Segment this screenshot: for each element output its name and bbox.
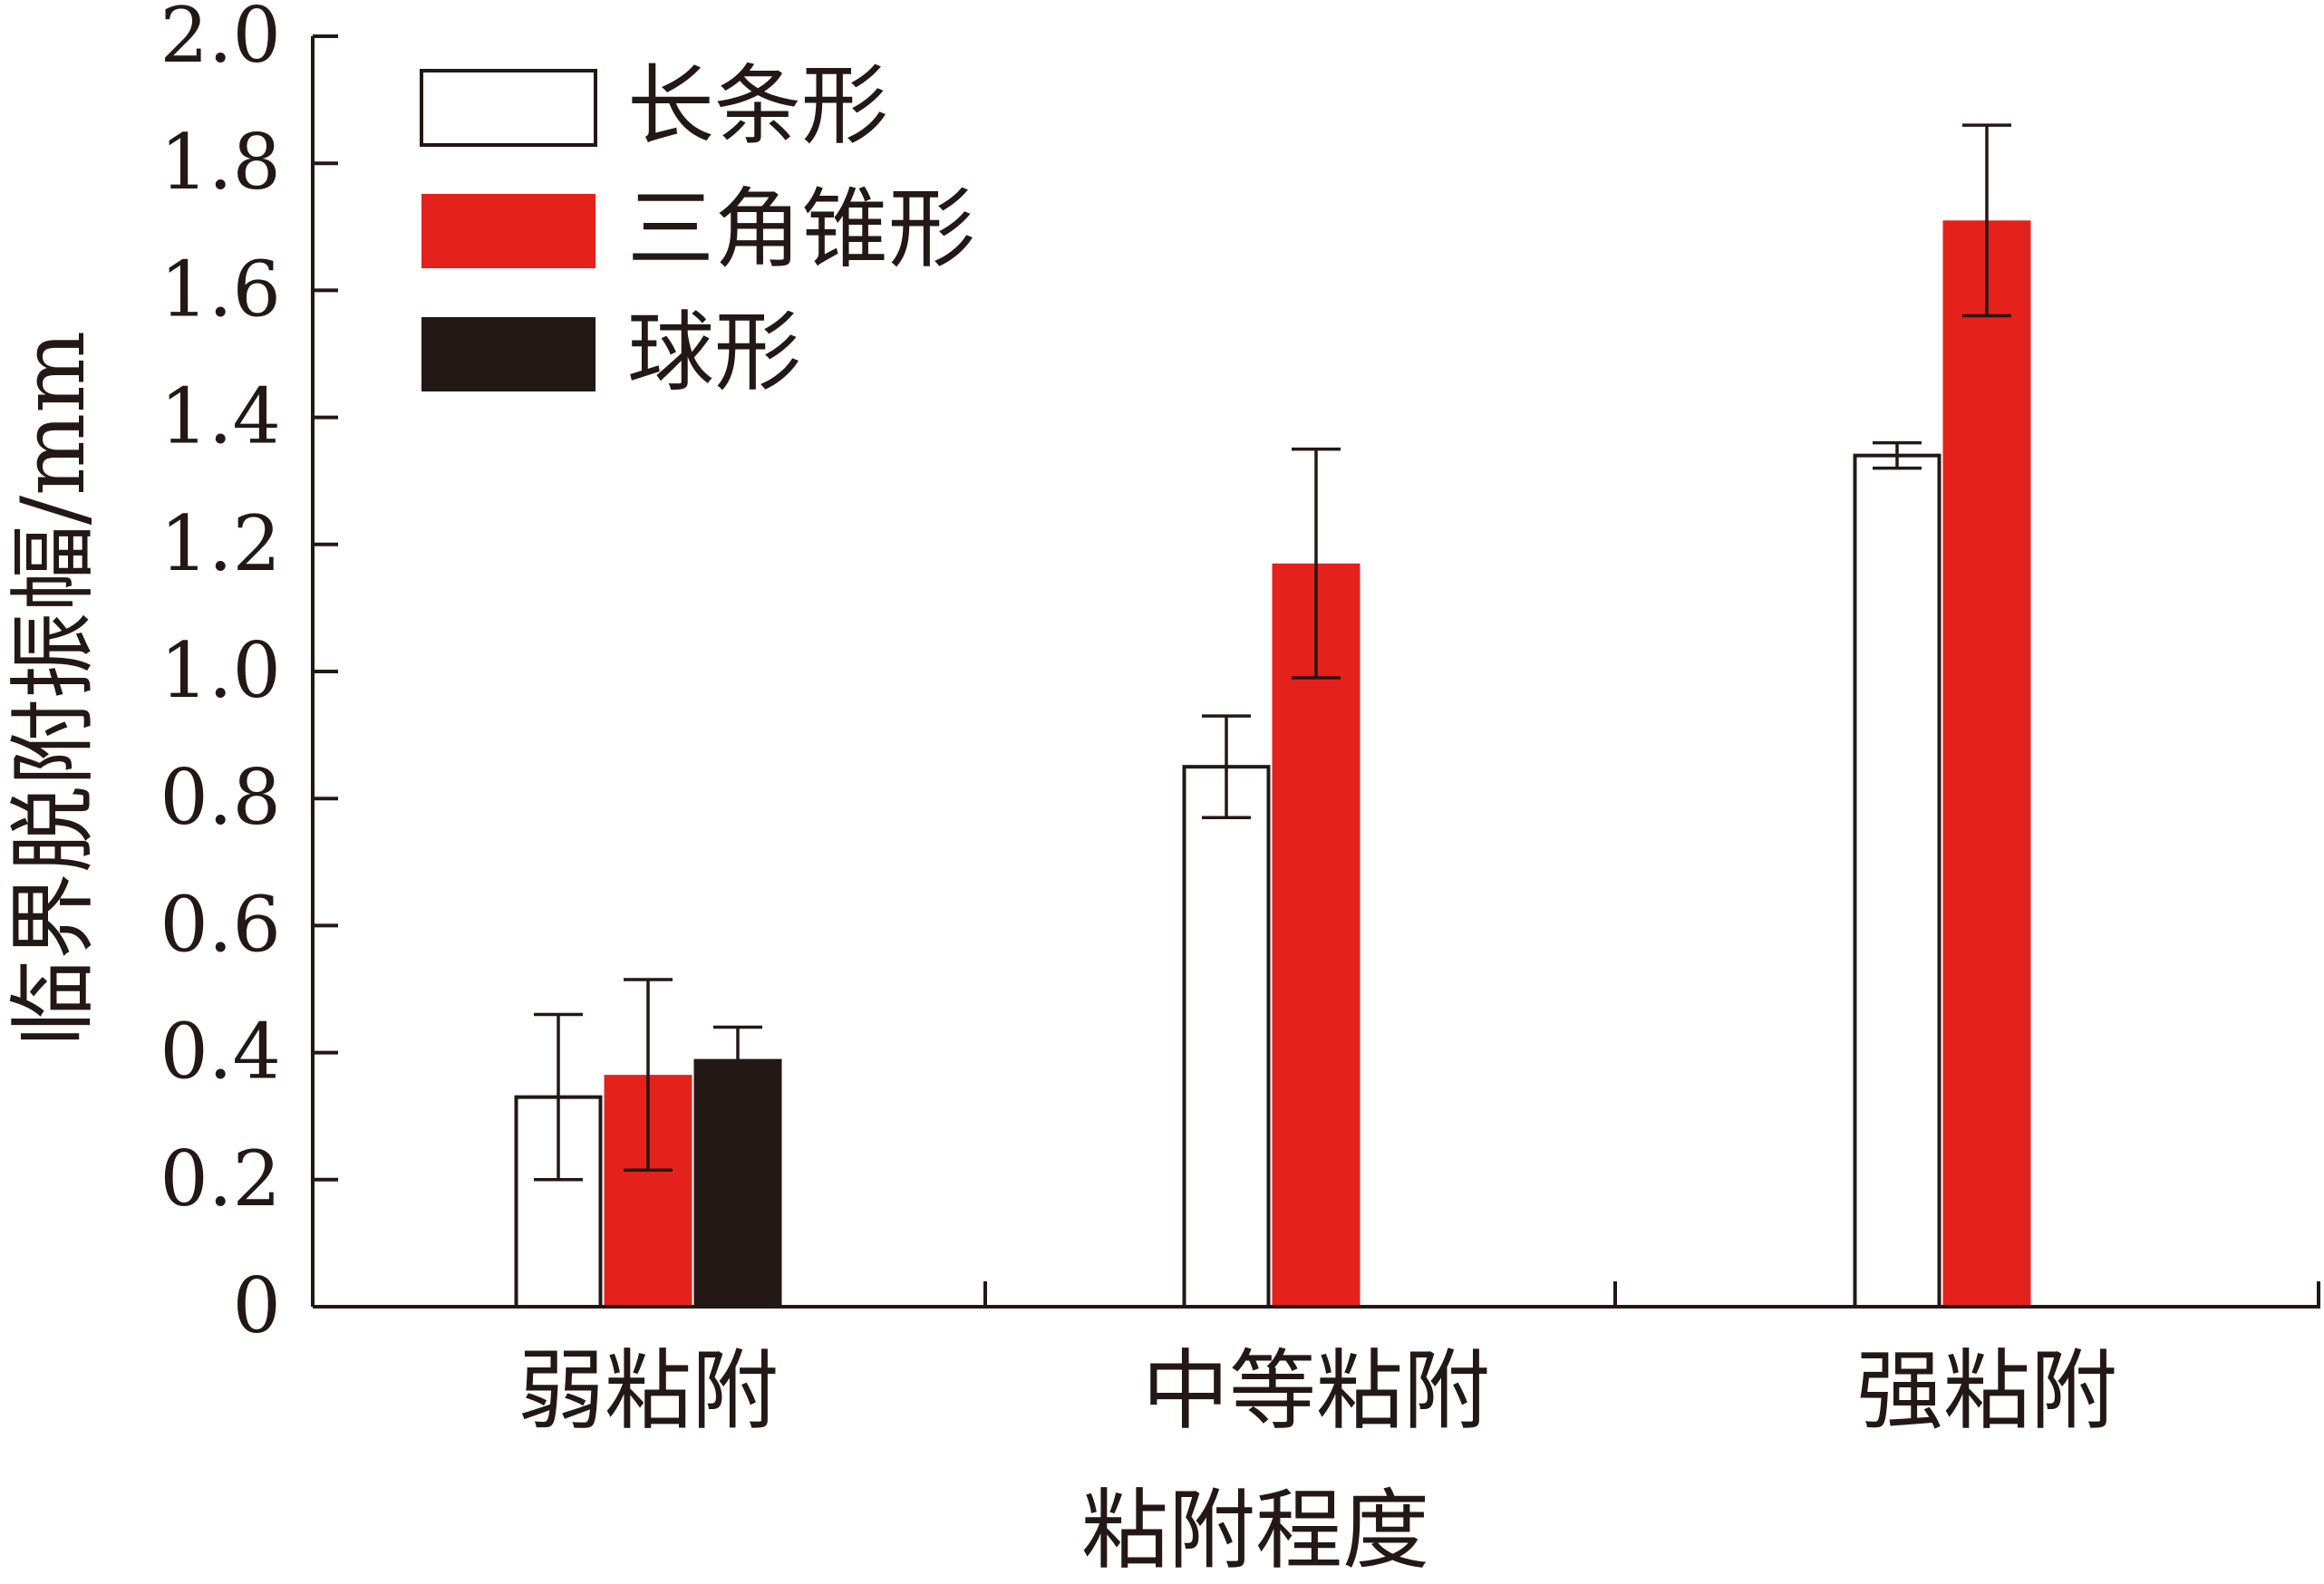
x-category-label: 弱粘附 [518,1340,779,1442]
error-bars-layer [534,123,2011,1182]
legend-label: 球形 [627,302,801,403]
y-tick-label: 0.6 [160,880,281,969]
y-axis-title: 临界脱附振幅/mm [3,331,104,1047]
y-tick-label: 1.0 [160,626,281,715]
y-tick-label: 1.2 [160,499,281,588]
y-tick-label: 0.4 [160,1008,281,1096]
legend-swatch [421,194,596,268]
x-category-label: 强粘附 [1856,1340,2117,1442]
y-tick-label: 2.0 [160,0,281,80]
y-tick-label: 1.6 [160,245,281,333]
y-tick-label: 0.8 [160,753,281,842]
y-tick-label: 1.8 [160,118,281,207]
y-tick-label: 1.4 [160,372,281,461]
bar [693,1058,782,1307]
y-tick-label: 0 [233,1261,281,1350]
x-category-label: 中等粘附 [1142,1340,1490,1442]
bar [1272,563,1361,1307]
legend-label: 长条形 [627,55,888,157]
y-ticks-layer: 0 0.2 0.4 0.6 0.8 1.0 1.2 1.4 1.6 1.8 2.0 [160,0,338,1350]
bar [1942,220,2031,1307]
bar [1853,453,1942,1309]
bar [1182,765,1271,1309]
legend-label: 三角锥形 [627,179,975,280]
x-categories-layer: 弱粘附 中等粘附 强粘附 [518,1340,2117,1442]
legend-swatch [420,69,597,147]
y-tick-label: 0.2 [160,1135,281,1223]
legend-swatch [421,317,596,391]
x-axis-title: 粘附程度 [1081,1480,1429,1581]
